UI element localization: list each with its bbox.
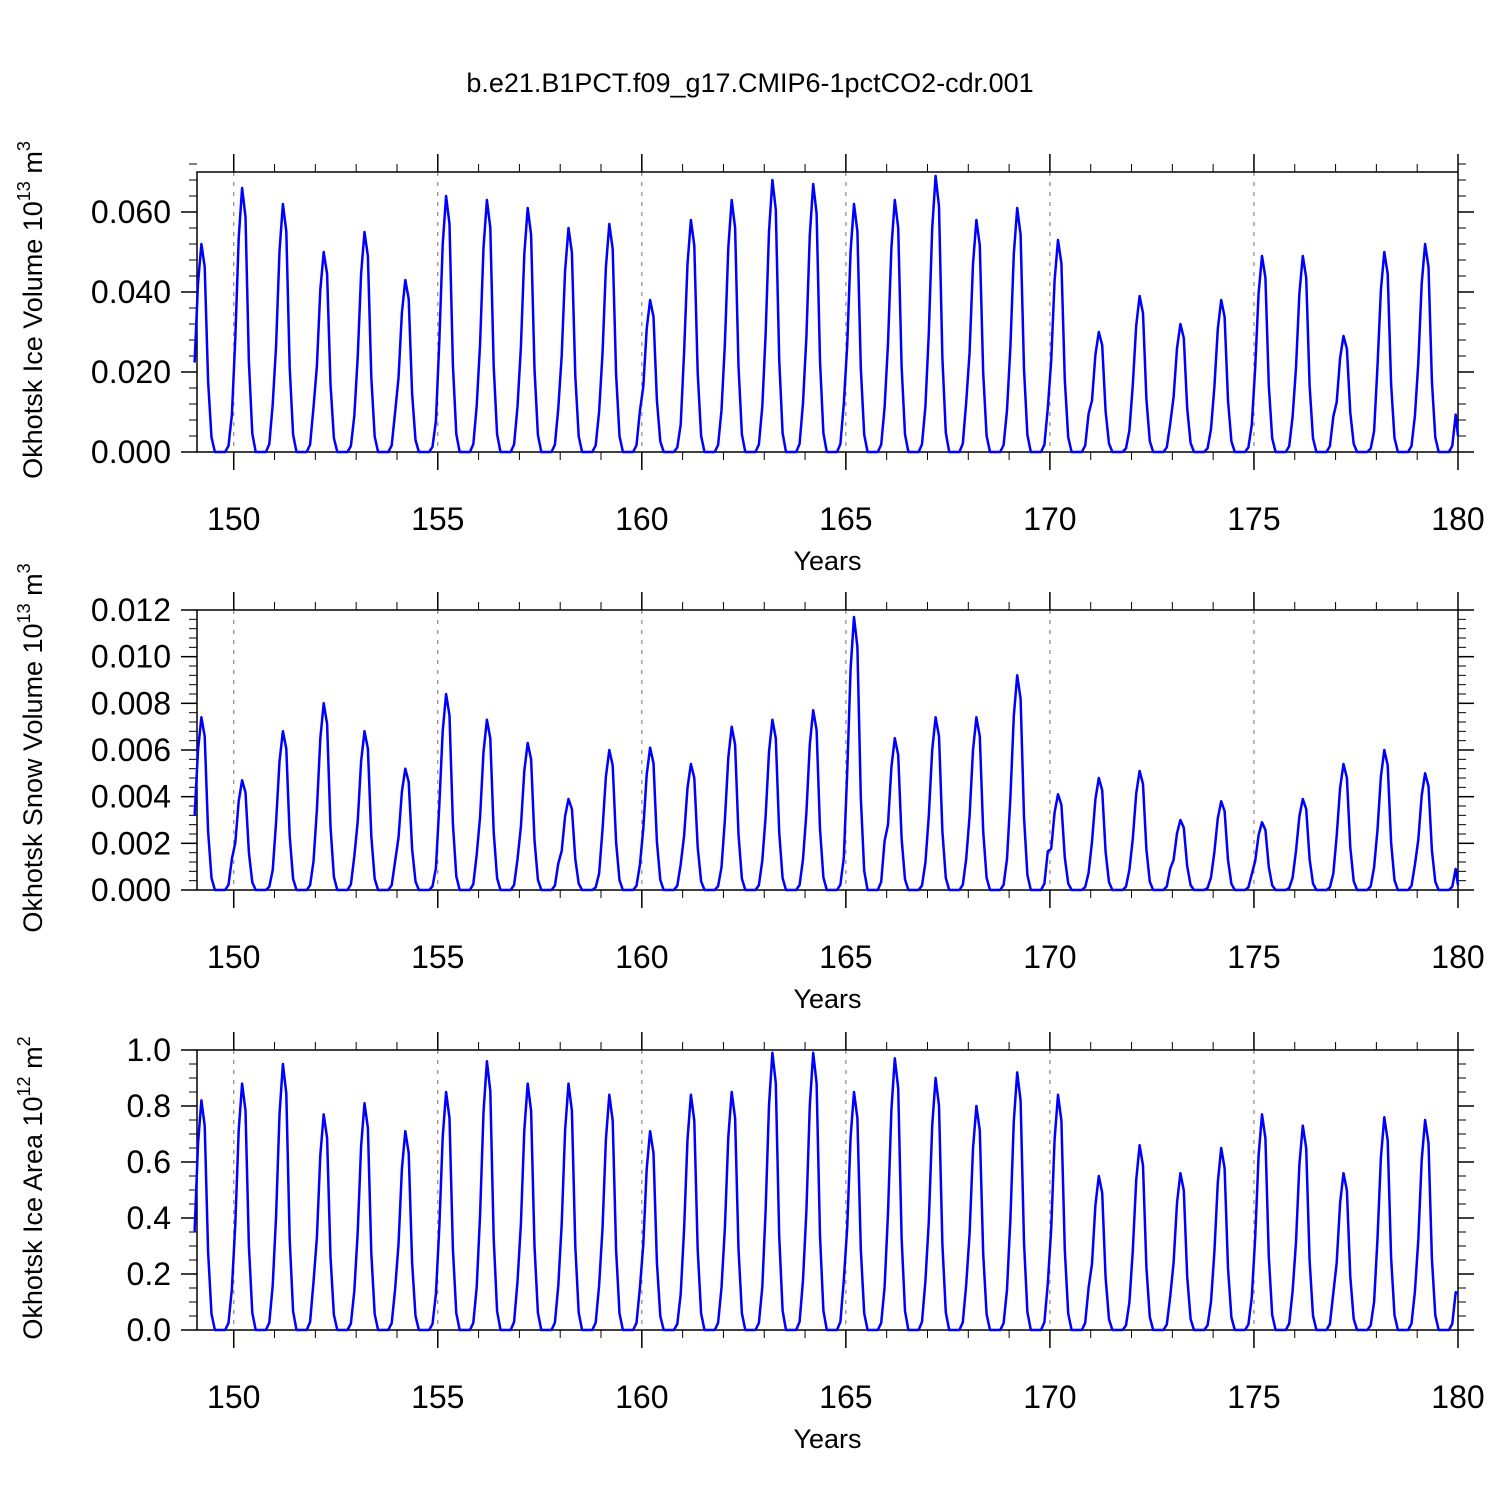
- ice-area-y-tick-label: 0.4: [127, 1200, 171, 1236]
- snow-volume-x-tick-label: 160: [615, 939, 668, 975]
- snow-volume-y-tick-label: 0.006: [91, 732, 171, 768]
- snow-volume-y-tick-label: 0.004: [91, 779, 171, 815]
- ice-volume-x-tick-label: 175: [1227, 501, 1280, 537]
- ice-area-y-tick-label: 0.2: [127, 1256, 171, 1292]
- snow-volume-y-tick-label: 0.008: [91, 685, 171, 721]
- snow-volume-y-tick-label: 0.012: [91, 592, 171, 628]
- snow-volume-x-tick-label: 175: [1227, 939, 1280, 975]
- ice-volume-panel: 0.000 0.020 0.040 0.060 150 155 160 165 170 175 18…: [14, 141, 1485, 576]
- snow-volume-x-tick-label: 170: [1023, 939, 1076, 975]
- snow-volume-x-tick-label: 180: [1431, 939, 1484, 975]
- ice-volume-x-tick-label: 155: [411, 501, 464, 537]
- snow-volume-y-tick-label: 0.010: [91, 639, 171, 675]
- ice-area-x-tick-label: 150: [207, 1379, 260, 1415]
- snow-volume-x-tick-label: 165: [819, 939, 872, 975]
- ice-volume-y-axis-label: Okhotsk Ice Volume 1013 m3: [14, 141, 48, 479]
- ice-area-y-tick-label: 0.6: [127, 1144, 171, 1180]
- ice-area-x-tick-label: 155: [411, 1379, 464, 1415]
- ice-volume-frame: [196, 171, 1459, 453]
- ice-area-x-tick-label: 175: [1227, 1379, 1280, 1415]
- snow-volume-series-line: [193, 615, 1460, 892]
- snow-volume-panel: 0.000 0.002 0.004 0.006 0.008 0.010 0.012 150 15…: [14, 563, 1485, 1014]
- ice-volume-y-tick-label: 0.060: [91, 194, 171, 230]
- snow-volume-x-tick-label: 150: [207, 939, 260, 975]
- ice-area-y-tick-label: 1.0: [127, 1032, 171, 1068]
- ice-area-x-tick-label: 160: [615, 1379, 668, 1415]
- ice-volume-series-line: [193, 174, 1460, 454]
- ice-area-x-tick-label: 165: [819, 1379, 872, 1415]
- ice-volume-x-tick-label: 150: [207, 501, 260, 537]
- ice-area-x-axis-label: Years: [793, 1424, 861, 1454]
- ice-volume-y-tick-label: 0.040: [91, 274, 171, 310]
- ice-volume-x-tick-label: 160: [615, 501, 668, 537]
- ice-area-y-axis-label: Okhotsk Ice Area 1012 m2: [14, 1036, 48, 1339]
- ice-volume-x-tick-label: 170: [1023, 501, 1076, 537]
- ice-area-panel: 0.0 0.2 0.4 0.6 0.8 1.0 150 155 160 165 170 175 180 Y…: [14, 1032, 1485, 1454]
- snow-volume-frame: [196, 609, 1459, 891]
- ice-area-series-line: [193, 1051, 1459, 1332]
- ice-area-frame: [196, 1049, 1459, 1331]
- ice-volume-y-tick-label: 0.000: [91, 434, 171, 470]
- ice-area-y-tick-label: 0.8: [127, 1088, 171, 1124]
- ice-volume-x-tick-label: 165: [819, 501, 872, 537]
- snow-volume-y-axis-label: Okhotsk Snow Volume 1013 m3: [14, 563, 48, 932]
- ice-area-x-tick-label: 170: [1023, 1379, 1076, 1415]
- figure-title: b.e21.B1PCT.f09_g17.CMIP6-1pctCO2-cdr.00…: [466, 68, 1034, 98]
- ice-volume-y-tick-label: 0.020: [91, 354, 171, 390]
- ice-volume-x-axis-label: Years: [793, 546, 861, 576]
- snow-volume-x-tick-label: 155: [411, 939, 464, 975]
- snow-volume-y-tick-label: 0.000: [91, 872, 171, 908]
- ice-area-y-tick-label: 0.0: [127, 1312, 171, 1348]
- snow-volume-x-axis-label: Years: [793, 984, 861, 1014]
- ice-area-x-tick-label: 180: [1431, 1379, 1484, 1415]
- ice-volume-x-tick-label: 180: [1431, 501, 1484, 537]
- snow-volume-y-tick-label: 0.002: [91, 825, 171, 861]
